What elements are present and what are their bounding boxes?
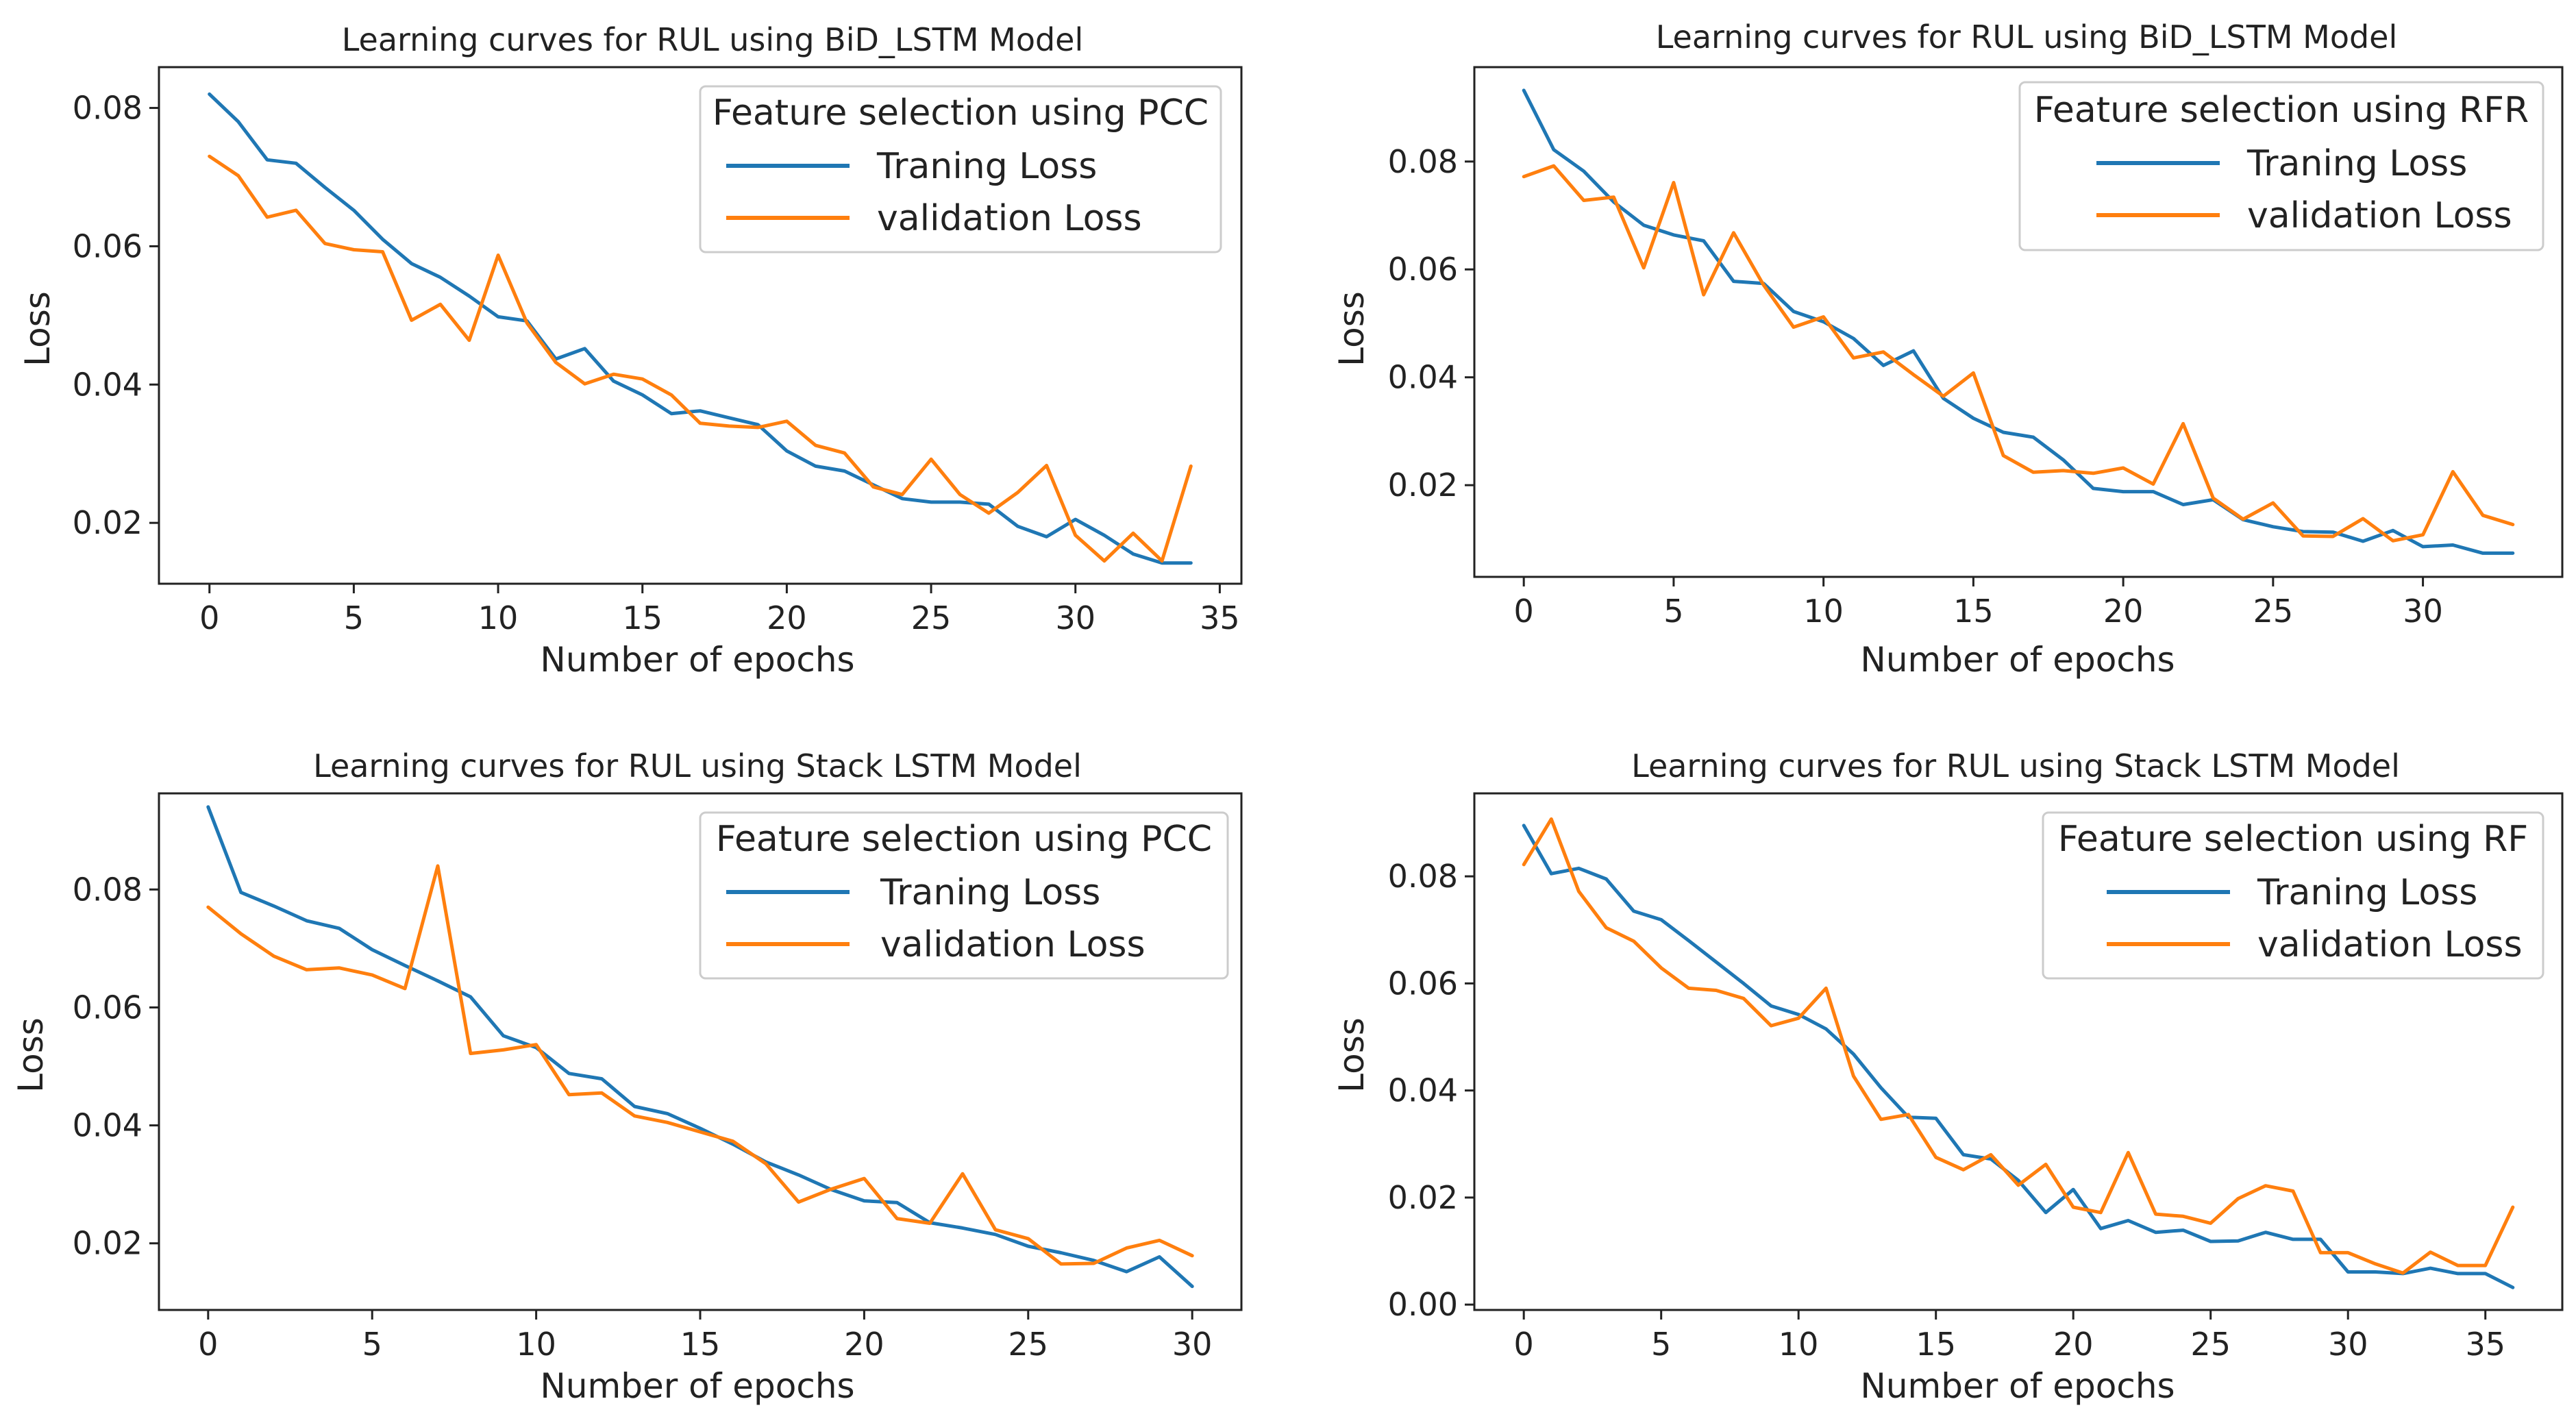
x-tick-label: 15 (622, 599, 662, 636)
y-tick-label: 0.04 (73, 1107, 143, 1144)
axes-frame (158, 66, 1243, 585)
plot-area: 0 5 10 15 20 25 30 0.02 0.04 0.06 0.08 (1388, 66, 2564, 630)
legend-box (699, 811, 1229, 980)
x-tick-label: 30 (1172, 1326, 1213, 1363)
x-tick-label: 20 (844, 1326, 884, 1363)
legend-box (699, 85, 1222, 253)
x-tick-label: 0 (198, 1326, 218, 1363)
legend-label-val: validation Loss (2257, 924, 2523, 965)
x-tick-label: 10 (478, 599, 519, 636)
y-tick-label: 0.06 (73, 989, 143, 1026)
x-axis-label: Number of epochs (540, 640, 854, 680)
legend-box (2018, 81, 2544, 251)
legend-label-val: validation Loss (2247, 195, 2512, 236)
series-line-traning-loss (206, 805, 1194, 1289)
y-tick-label: 0.04 (1388, 1072, 1458, 1109)
legend-title: Feature selection using RF (2058, 819, 2528, 860)
x-tick-label: 0 (1514, 1326, 1534, 1363)
x-tick-label: 30 (2403, 593, 2443, 630)
x-tick-label: 25 (2253, 593, 2294, 630)
x-tick-label: 10 (516, 1326, 556, 1363)
x-tick-label: 10 (1803, 593, 1844, 630)
x-tick-label: 30 (1055, 599, 1095, 636)
legend: Feature selection using PCC Traning Loss… (699, 85, 1222, 253)
y-tick-label: 0.06 (1388, 965, 1458, 1002)
y-tick-label: 0.08 (1388, 858, 1458, 895)
y-tick-label: 0.08 (1388, 143, 1458, 180)
legend-label-val: validation Loss (880, 924, 1145, 965)
x-tick-label: 0 (199, 599, 219, 636)
chart-panel-2: Learning curves for RUL using Stack LSTM… (11, 747, 1243, 1406)
x-tick-label: 20 (2053, 1326, 2094, 1363)
series-line-validation-loss (1522, 164, 2515, 543)
series-line-validation-loss (206, 864, 1194, 1266)
series-line-traning-loss (208, 92, 1193, 565)
series-line-validation-loss (1522, 817, 2515, 1275)
legend: Feature selection using RFR Traning Loss… (2018, 81, 2544, 251)
x-tick-label: 15 (1916, 1326, 1956, 1363)
chart-title: Learning curves for RUL using Stack LSTM… (1631, 747, 2400, 784)
y-axis-label: Loss (18, 291, 58, 367)
chart-title: Learning curves for RUL using Stack LSTM… (313, 747, 1082, 784)
legend-label-train: Traning Loss (880, 872, 1100, 913)
y-tick-label: 0.08 (73, 90, 143, 127)
y-tick-label: 0.02 (1388, 1179, 1458, 1216)
axes-frame (1473, 792, 2564, 1311)
y-tick-label: 0.02 (1388, 467, 1458, 504)
x-tick-label: 25 (1008, 1326, 1049, 1363)
legend-label-train: Traning Loss (876, 146, 1097, 187)
x-tick-label: 25 (2190, 1326, 2231, 1363)
legend-label-train: Traning Loss (2257, 872, 2477, 913)
y-axis-label: Loss (11, 1017, 51, 1093)
chart-title: Learning curves for RUL using BiD_LSTM M… (1656, 18, 2398, 55)
legend-title: Feature selection using RFR (2034, 90, 2529, 131)
y-tick-label: 0.02 (73, 504, 143, 541)
series-line-validation-loss (208, 154, 1193, 563)
legend-label-val: validation Loss (877, 198, 1142, 239)
y-axis-label: Loss (1332, 1017, 1372, 1093)
legend-box (2042, 811, 2544, 980)
y-tick-label: 0.00 (1388, 1286, 1458, 1323)
y-tick-label: 0.04 (73, 366, 143, 403)
x-tick-label: 35 (2465, 1326, 2505, 1363)
chart-panel-0: Learning curves for RUL using BiD_LSTM M… (18, 21, 1243, 680)
chart-title: Learning curves for RUL using BiD_LSTM M… (342, 21, 1084, 58)
x-tick-label: 20 (767, 599, 807, 636)
x-tick-label: 5 (362, 1326, 382, 1363)
x-tick-label: 20 (2103, 593, 2144, 630)
y-axis-label: Loss (1332, 291, 1372, 367)
x-tick-label: 15 (1953, 593, 1994, 630)
y-tick-label: 0.04 (1388, 359, 1458, 396)
legend-title: Feature selection using PCC (713, 92, 1209, 134)
y-tick-label: 0.08 (73, 871, 143, 908)
x-tick-label: 5 (1663, 593, 1683, 630)
legend-title: Feature selection using PCC (716, 819, 1212, 860)
x-tick-label: 15 (680, 1326, 721, 1363)
x-tick-label: 30 (2328, 1326, 2368, 1363)
x-tick-label: 5 (1651, 1326, 1671, 1363)
x-tick-label: 5 (344, 599, 364, 636)
chart-panel-1: Learning curves for RUL using BiD_LSTM M… (1332, 18, 2564, 680)
x-axis-label: Number of epochs (540, 1366, 854, 1406)
plot-area: 0 5 10 15 20 25 30 35 0.02 0.04 0.06 0.08 (73, 66, 1243, 636)
plot-area: 0 5 10 15 20 25 30 0.02 0.04 0.06 0.08 (73, 792, 1243, 1363)
legend: Feature selection using PCC Traning Loss… (699, 811, 1229, 980)
y-tick-label: 0.06 (1388, 251, 1458, 288)
x-tick-label: 25 (911, 599, 952, 636)
x-axis-label: Number of epochs (1860, 640, 2175, 680)
plot-area: 0 5 10 15 20 25 30 35 0.00 0.02 0.04 0.06 0.08 (1388, 792, 2564, 1363)
series-line-traning-loss (1522, 824, 2515, 1289)
legend: Feature selection using RF Traning Loss … (2042, 811, 2544, 980)
x-tick-label: 35 (1200, 599, 1240, 636)
x-tick-label: 10 (1779, 1326, 1819, 1363)
y-tick-label: 0.02 (73, 1225, 143, 1262)
legend-label-train: Traning Loss (2246, 143, 2467, 184)
chart-panel-3: Learning curves for RUL using Stack LSTM… (1332, 747, 2564, 1406)
axes-frame (1473, 66, 2564, 578)
x-axis-label: Number of epochs (1860, 1366, 2175, 1406)
y-tick-label: 0.06 (73, 227, 143, 264)
x-tick-label: 0 (1514, 593, 1534, 630)
